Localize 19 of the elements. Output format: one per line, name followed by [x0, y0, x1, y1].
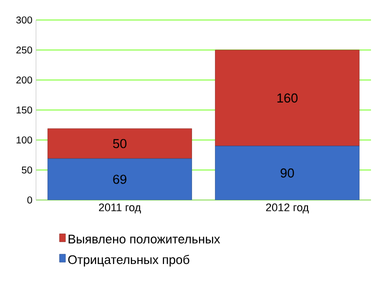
data-label: 160	[277, 93, 298, 103]
legend-label: Выявлено положительных	[68, 234, 220, 244]
bar	[48, 158, 192, 200]
y-tick-label: 300	[16, 16, 32, 24]
y-tick-label: 200	[16, 76, 32, 84]
x-tick-label: 2011 год	[98, 204, 141, 214]
y-tick-label: 250	[16, 46, 32, 54]
bar	[215, 146, 360, 200]
bar	[215, 50, 360, 146]
y-tick-label: 100	[16, 136, 32, 144]
data-label: 50	[113, 139, 126, 148]
y-tick-label: 50	[22, 166, 32, 174]
x-tick-label: 2012 год	[266, 204, 309, 214]
data-label: 69	[113, 174, 126, 184]
bar	[48, 128, 192, 159]
y-tick-label: 150	[16, 106, 32, 114]
y-tick-label: 0	[27, 196, 32, 204]
legend-label: Отрицательных проб	[68, 254, 190, 267]
data-label: 90	[280, 168, 294, 178]
